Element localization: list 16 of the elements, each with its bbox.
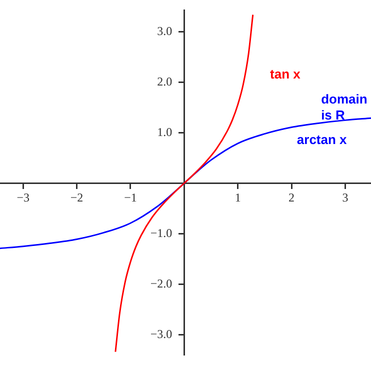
y-tick-label: 1.0: [157, 124, 184, 139]
x-tick-label: −2: [70, 190, 84, 205]
x-tick-label: −3: [16, 190, 30, 205]
x-tick-label: 1: [234, 190, 241, 205]
series-label: tan x: [270, 66, 302, 82]
y-tick-label: 3.0: [157, 24, 184, 38]
y-tick-label: −1.0: [150, 226, 184, 240]
x-tick-label: 2: [288, 190, 295, 205]
series-label: arctan x: [296, 132, 348, 147]
y-tick-label: −3.0: [150, 326, 184, 341]
line-series: [114, 14, 254, 353]
y-tick-label: −2.0: [150, 276, 184, 290]
x-tick-label: 3: [342, 190, 348, 205]
x-tick-label: −1: [124, 190, 137, 205]
annotation: domain is R: [321, 92, 368, 123]
y-tick-label: 2.0: [157, 74, 184, 89]
